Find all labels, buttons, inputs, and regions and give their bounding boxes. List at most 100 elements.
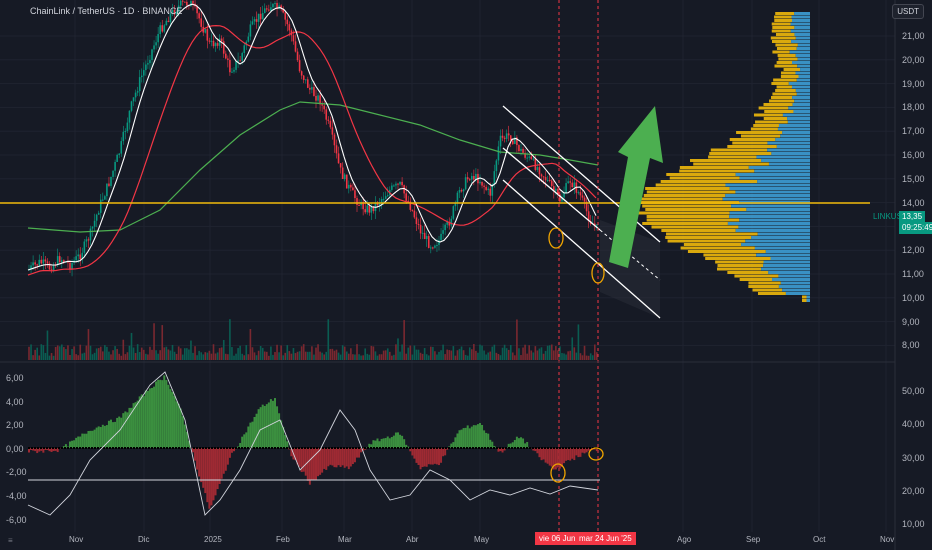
volume-bar xyxy=(81,353,84,360)
volume-bar xyxy=(477,352,479,360)
macd-bar xyxy=(534,448,537,452)
candle-body xyxy=(268,9,270,11)
macd-bar xyxy=(435,448,438,465)
volume-profile-bar xyxy=(774,19,793,22)
volume-bar xyxy=(534,346,537,360)
volume-profile-bar xyxy=(792,61,810,64)
volume-profile-bar xyxy=(771,82,789,85)
volume-bar xyxy=(132,347,135,360)
candle-body xyxy=(423,232,426,240)
candle-body xyxy=(247,36,250,42)
macd-bar xyxy=(526,442,529,448)
volume-bar xyxy=(419,352,422,360)
macd-bar xyxy=(151,387,153,448)
volume-bar xyxy=(425,354,428,360)
volume-bar xyxy=(345,351,348,360)
volume-profile-bar xyxy=(756,253,810,257)
macd-bar xyxy=(274,398,276,448)
volume-profile-bar xyxy=(802,295,807,299)
price-axis-label: 19,00 xyxy=(902,78,925,89)
volume-bar xyxy=(446,349,448,360)
candle-body xyxy=(362,201,364,210)
symbol-tag: LINKUSDT xyxy=(873,212,913,221)
macd-bar xyxy=(140,394,143,448)
volume-bar xyxy=(63,347,65,360)
macd-bar xyxy=(46,448,49,451)
candle-body xyxy=(520,148,522,151)
candle-body xyxy=(386,195,389,197)
date-tag-1: vie 06 Jun '2 xyxy=(535,532,588,545)
volume-bar xyxy=(157,353,159,360)
countdown-tag: 09:25:49 xyxy=(899,222,932,234)
volume-profile-bar xyxy=(775,89,796,92)
volume-profile-bar xyxy=(783,68,801,71)
macd-bar xyxy=(329,448,332,465)
channel-lower-line[interactable] xyxy=(502,179,661,319)
volume-profile-bar xyxy=(775,138,810,141)
macd-bar xyxy=(38,448,41,452)
macd-axis-label: 2,00 xyxy=(6,420,24,431)
volume-bar xyxy=(473,344,475,360)
candle-body xyxy=(210,40,213,42)
volume-bar xyxy=(450,350,453,360)
candle-body xyxy=(136,91,139,93)
volume-profile-bar xyxy=(791,40,810,43)
volume-profile-bar xyxy=(755,120,788,124)
macd-bar xyxy=(509,443,512,448)
macd-bar xyxy=(315,448,317,480)
volume-bar xyxy=(159,350,161,360)
candle-body xyxy=(200,18,202,27)
candle-body xyxy=(583,197,586,202)
candle-body xyxy=(436,244,438,246)
candle-body xyxy=(257,13,260,22)
macd-bar xyxy=(325,448,328,470)
volume-bar xyxy=(272,354,274,360)
macd-bar xyxy=(561,448,563,467)
volume-profile-bar xyxy=(750,127,778,131)
currency-button[interactable]: USDT xyxy=(892,4,924,19)
volume-bar xyxy=(34,349,36,360)
volume-profile-bar xyxy=(772,92,797,96)
macd-bar xyxy=(169,389,172,448)
volume-bar xyxy=(237,348,239,360)
volume-profile-bar xyxy=(729,138,776,141)
volume-bars xyxy=(28,319,598,360)
volume-bar xyxy=(505,348,508,360)
volume-bar xyxy=(423,348,426,360)
candle-body xyxy=(514,137,516,144)
candle-body xyxy=(339,163,342,168)
macd-axis-label: -6,00 xyxy=(6,514,27,525)
macd-bar xyxy=(429,448,432,465)
macd-bar xyxy=(212,448,215,501)
macd-bar xyxy=(515,436,518,448)
macd-bar xyxy=(263,405,266,448)
macd-bar xyxy=(417,448,420,465)
macd-bar xyxy=(304,448,307,476)
macd-bar xyxy=(403,439,406,448)
volume-profile-bar xyxy=(679,169,755,173)
price-axis-label: 21,00 xyxy=(902,31,925,41)
candle-body xyxy=(565,183,567,194)
volume-bar xyxy=(356,344,358,360)
volume-bar xyxy=(432,346,434,360)
candle-body xyxy=(222,41,225,54)
macd-axis-label: -4,00 xyxy=(6,491,27,501)
volume-profile-bar xyxy=(797,64,810,68)
candle-body xyxy=(132,97,135,102)
candle-body xyxy=(309,87,311,90)
volume-bar xyxy=(227,354,229,360)
macd-bar xyxy=(522,438,525,448)
volume-bar xyxy=(317,344,319,360)
volume-profile-bar xyxy=(642,204,732,208)
volume-profile-bar xyxy=(646,215,730,218)
volume-bar xyxy=(458,348,461,360)
volume-bar xyxy=(454,355,457,360)
settings-small-icon[interactable]: ≡ xyxy=(8,536,13,545)
macd-bar xyxy=(491,441,494,448)
channel-mid-line[interactable] xyxy=(502,147,601,231)
candle-body xyxy=(505,133,508,139)
volume-bar xyxy=(520,355,522,360)
candle-body xyxy=(89,228,92,241)
volume-profile-bar xyxy=(778,274,810,278)
